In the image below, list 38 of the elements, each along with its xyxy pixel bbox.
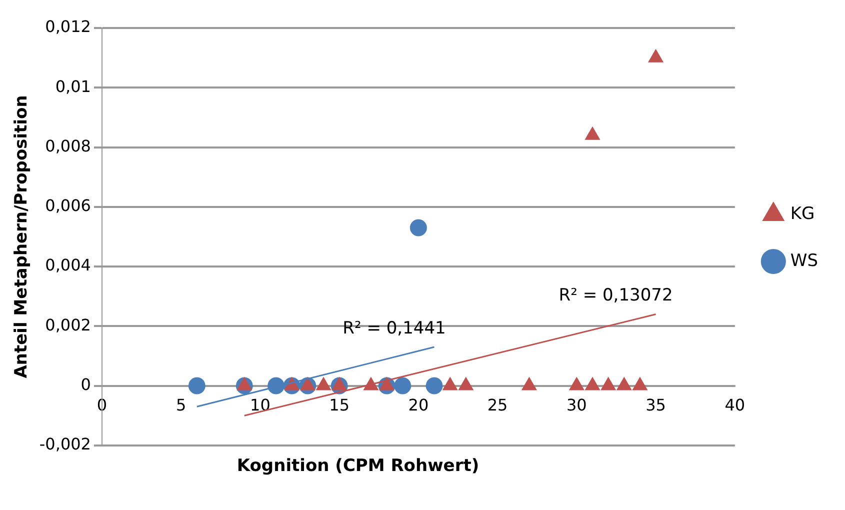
- point: [316, 377, 331, 390]
- x-tick-label: 40: [724, 396, 746, 415]
- annotation: R² = 0,13072: [558, 286, 673, 306]
- point: [600, 377, 616, 390]
- y-tick-label: 0,004: [45, 256, 91, 275]
- point: [332, 377, 347, 390]
- point: [616, 377, 632, 390]
- y-tick-label: 0,008: [45, 136, 91, 156]
- y-tick-label: -0,002: [39, 434, 91, 454]
- point: [364, 377, 378, 390]
- x-tick-label: 25: [487, 396, 508, 415]
- point: [648, 49, 664, 62]
- y-tick-label: 0,006: [45, 196, 91, 216]
- legend-label: WS: [790, 250, 818, 271]
- point: [236, 377, 252, 390]
- point: [585, 126, 600, 140]
- x-tick-label: 10: [250, 396, 270, 415]
- y-tick-label: 0: [80, 374, 91, 394]
- annotation: R² = 0,1441: [342, 318, 446, 338]
- point: [632, 377, 648, 390]
- y-tick-label: 0,012: [45, 17, 91, 36]
- legend-label: KG: [790, 204, 815, 224]
- point: [522, 377, 537, 390]
- point: [379, 377, 394, 390]
- point: [442, 377, 458, 390]
- point: [458, 377, 474, 390]
- point: [569, 377, 584, 390]
- y-tick-label: 0,002: [45, 315, 91, 334]
- x-tick-label: 20: [408, 396, 429, 415]
- x-axis-title: Kognition (CPM Rohwert): [236, 456, 480, 476]
- point: [585, 377, 600, 390]
- point: [300, 377, 316, 390]
- y-tick-label: 0,01: [55, 76, 91, 96]
- x-tick-label: 30: [566, 396, 587, 415]
- x-tick-label: 35: [646, 396, 666, 415]
- x-tick-label: 5: [176, 396, 186, 415]
- y-axis-title: Anteil Metaphern/Proposition: [12, 95, 32, 378]
- x-tick-label: 15: [329, 396, 350, 415]
